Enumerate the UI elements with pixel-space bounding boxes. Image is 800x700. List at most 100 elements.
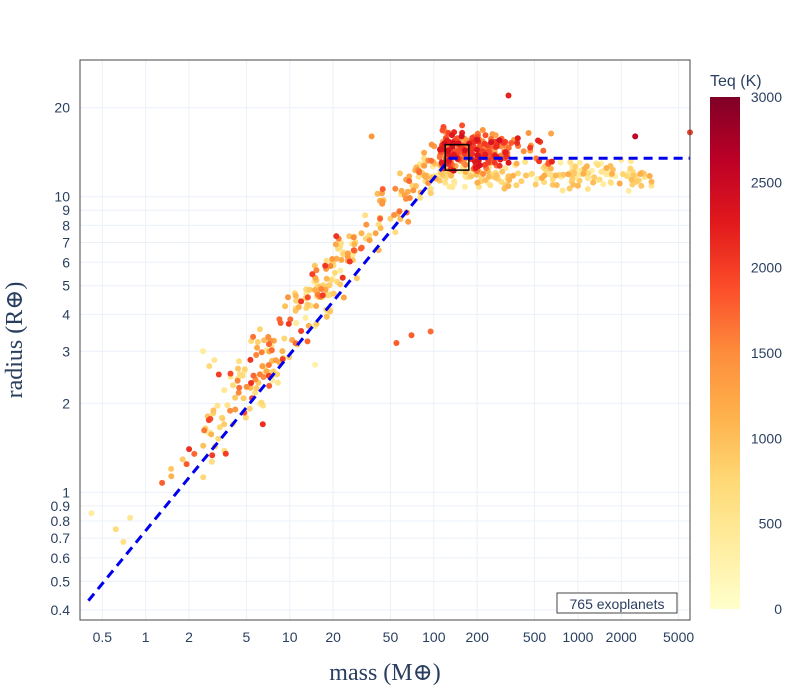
data-point: [591, 174, 598, 181]
colorbar-tick-label: 3000: [751, 89, 782, 105]
data-point: [120, 538, 127, 545]
data-point: [506, 177, 513, 183]
plot-background: [80, 60, 690, 620]
y-tick-label: 7: [62, 234, 70, 250]
colorbar-tick-label: 2500: [751, 174, 782, 190]
data-point: [298, 298, 305, 305]
data-point: [603, 165, 610, 171]
data-point: [206, 363, 213, 370]
y-tick-label: 3: [62, 343, 70, 359]
data-point: [235, 365, 241, 372]
data-point: [405, 218, 412, 225]
data-point: [609, 170, 615, 177]
data-point: [208, 431, 215, 438]
data-point: [481, 140, 488, 147]
data-point: [557, 159, 564, 166]
data-point: [337, 267, 344, 274]
data-point: [235, 389, 242, 396]
data-point: [112, 526, 119, 533]
data-point: [493, 172, 500, 179]
data-point: [485, 159, 492, 166]
data-point: [327, 263, 334, 269]
data-point: [585, 170, 592, 177]
data-point: [479, 127, 486, 133]
data-point: [572, 163, 579, 170]
data-point: [232, 394, 239, 401]
data-point: [313, 267, 320, 274]
data-point: [259, 421, 266, 428]
plot-border: [79, 59, 691, 621]
data-point: [351, 241, 358, 248]
data-point: [518, 178, 525, 185]
colorbar-ticks: 0 500 1000 1500 2000 2500 3000: [751, 89, 782, 617]
data-point: [266, 382, 273, 389]
data-point: [379, 186, 386, 193]
data-point: [313, 320, 320, 327]
highlight-box: [444, 143, 470, 171]
data-point: [328, 277, 335, 284]
data-point: [421, 162, 428, 169]
data-point: [552, 172, 559, 179]
data-point: [304, 294, 311, 301]
data-point: [330, 290, 337, 297]
data-point: [295, 304, 302, 311]
annotation: 765 exoplanets: [556, 592, 678, 614]
plot-area: [79, 59, 693, 621]
data-point: [438, 159, 445, 166]
x-tick-label: 500: [523, 629, 547, 645]
data-point: [538, 175, 545, 181]
data-point: [428, 141, 435, 148]
data-point: [253, 352, 260, 358]
colorbar-title: Teq (K): [710, 73, 762, 90]
data-point: [168, 465, 175, 472]
data-point: [186, 446, 193, 453]
data-point: [540, 147, 547, 154]
colorbar-tick-label: 1000: [751, 430, 782, 446]
data-point: [580, 170, 587, 177]
data-point: [637, 171, 644, 177]
data-point: [427, 190, 434, 197]
data-point: [513, 182, 520, 189]
data-point: [281, 335, 288, 342]
data-point: [216, 424, 223, 431]
data-point: [392, 185, 399, 192]
data-point: [302, 314, 309, 321]
x-axis-ticks: 0.5 1 2 5 10 20 50 100 200 500 1000 2000 5000: [93, 629, 695, 645]
data-point: [514, 139, 521, 146]
annotation-box: [556, 592, 678, 614]
data-point: [304, 338, 311, 345]
data-point: [496, 137, 503, 144]
data-point: [215, 371, 222, 378]
data-point: [474, 179, 481, 186]
data-point: [268, 347, 275, 354]
y-tick-label: 8: [62, 217, 70, 233]
data-point: [322, 262, 329, 269]
y-tick-label: 0.8: [51, 513, 71, 529]
y-tick-label: 0.5: [51, 573, 71, 589]
data-point: [319, 292, 326, 299]
data-point: [513, 160, 520, 167]
data-point: [293, 320, 300, 327]
data-point: [632, 133, 639, 140]
data-point: [274, 379, 281, 386]
data-point: [338, 256, 345, 263]
data-point: [339, 274, 346, 281]
data-point: [325, 282, 332, 289]
data-point: [553, 182, 560, 189]
data-point: [523, 172, 529, 179]
data-point: [357, 245, 364, 252]
data-point: [387, 215, 394, 222]
data-point: [168, 473, 175, 480]
data-point: [461, 183, 468, 190]
data-point: [448, 172, 455, 179]
y-tick-label: 1: [62, 484, 70, 500]
data-point: [449, 184, 456, 191]
data-point: [242, 414, 249, 421]
data-point: [396, 208, 403, 215]
data-point: [528, 170, 535, 177]
data-point: [462, 147, 468, 154]
data-point: [254, 339, 261, 345]
data-point: [505, 183, 512, 190]
